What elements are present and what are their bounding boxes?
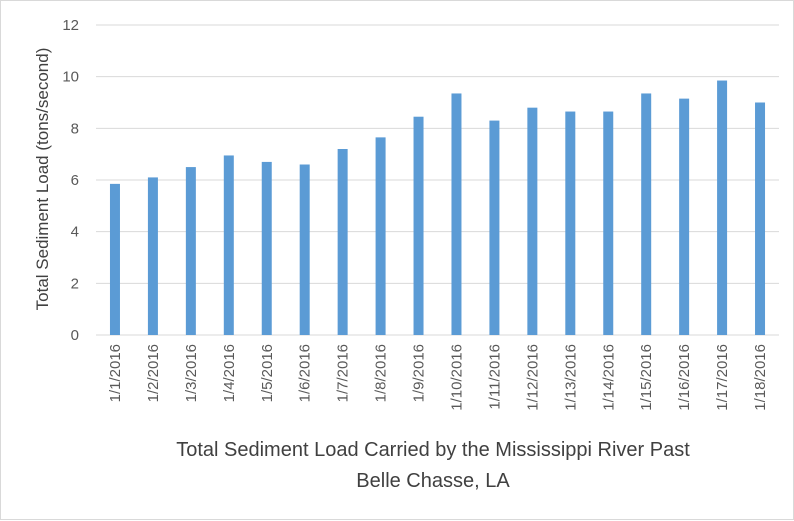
bar-9 — [413, 116, 424, 335]
x-tick-label: 1/8/2016 — [373, 344, 390, 402]
bar-17 — [717, 80, 728, 336]
bar-14 — [603, 111, 614, 336]
bar-4 — [223, 155, 234, 335]
x-tick-label: 1/2/2016 — [145, 344, 162, 402]
chart-title-line: Total Sediment Load Carried by the Missi… — [176, 439, 690, 461]
bar-2 — [147, 177, 158, 335]
y-tick-label: 0 — [71, 327, 79, 344]
chart-title-line: Belle Chasse, LA — [356, 470, 510, 492]
bar-5 — [261, 161, 272, 335]
x-tick-label: 1/7/2016 — [335, 344, 352, 402]
bar-16 — [679, 98, 690, 335]
x-tick-label: 1/6/2016 — [297, 344, 314, 402]
bar-12 — [527, 107, 538, 336]
bar-8 — [375, 137, 386, 335]
y-tick-label: 6 — [71, 172, 79, 189]
chart-title: Total Sediment Load Carried by the Missi… — [176, 439, 690, 492]
x-tick-label: 1/3/2016 — [183, 344, 200, 402]
y-tick-label: 2 — [71, 275, 79, 292]
x-tick-label: 1/9/2016 — [411, 344, 428, 402]
y-axis-title: Total Sediment Load (tons/second) — [33, 48, 52, 311]
bar-3 — [185, 167, 196, 335]
x-tick-label: 1/10/2016 — [448, 344, 465, 411]
x-tick-label: 1/13/2016 — [562, 344, 579, 411]
x-tick-label: 1/11/2016 — [486, 344, 503, 410]
y-tick-label: 10 — [62, 69, 79, 86]
x-tick-label: 1/15/2016 — [638, 344, 655, 411]
y-tick-label: 4 — [71, 224, 79, 241]
y-tick-label: 12 — [62, 17, 79, 34]
bar-10 — [451, 93, 462, 335]
x-tick-label: 1/16/2016 — [676, 344, 693, 411]
bars — [109, 80, 766, 336]
bar-7 — [337, 149, 348, 335]
bar-1 — [109, 183, 120, 335]
x-tick-label: 1/1/2016 — [107, 344, 124, 402]
y-tick-label: 8 — [71, 120, 79, 137]
bar-6 — [299, 164, 310, 335]
bar-11 — [489, 120, 500, 335]
y-axis-ticks: 0 2 4 6 8 10 12 — [62, 17, 79, 344]
x-tick-label: 1/12/2016 — [524, 344, 541, 411]
x-tick-label: 1/17/2016 — [714, 344, 731, 411]
x-tick-label: 1/18/2016 — [752, 344, 769, 411]
gridlines — [96, 24, 779, 336]
x-tick-label: 1/14/2016 — [600, 344, 617, 411]
x-axis-ticks: 1/1/2016 1/2/2016 1/3/2016 1/4/2016 1/5/2016… — [107, 344, 769, 411]
bar-13 — [565, 111, 576, 336]
bar-15 — [641, 93, 652, 335]
bar-18 — [755, 102, 766, 335]
x-tick-label: 1/5/2016 — [259, 344, 276, 402]
x-tick-label: 1/4/2016 — [221, 344, 238, 402]
